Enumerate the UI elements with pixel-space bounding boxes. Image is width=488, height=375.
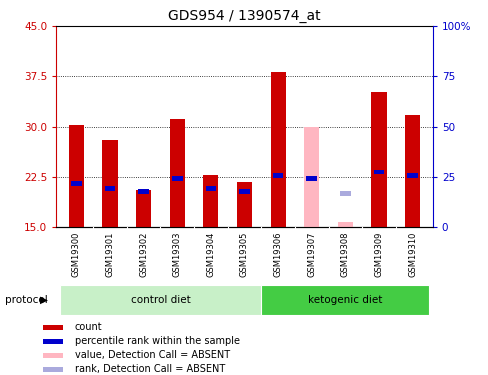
Text: GSM19309: GSM19309 [374, 231, 383, 277]
Text: ▶: ▶ [40, 295, 48, 305]
Text: GSM19302: GSM19302 [139, 231, 148, 277]
Text: GSM19304: GSM19304 [206, 231, 215, 277]
Bar [272, 173, 283, 178]
Text: count: count [75, 322, 102, 332]
Bar [136, 190, 151, 227]
Bar [102, 140, 117, 227]
Bar [371, 92, 386, 227]
Bar [172, 176, 182, 181]
Text: GSM19301: GSM19301 [105, 231, 114, 277]
Bar [237, 182, 251, 227]
Text: percentile rank within the sample: percentile rank within the sample [75, 336, 239, 346]
Bar [43, 325, 63, 330]
Bar [337, 222, 352, 227]
Text: GSM19305: GSM19305 [240, 231, 248, 277]
Text: GSM19303: GSM19303 [172, 231, 182, 277]
Bar [60, 285, 261, 315]
Bar [306, 176, 316, 181]
Text: protocol: protocol [5, 295, 47, 305]
Text: GSM19307: GSM19307 [306, 231, 316, 277]
Bar [104, 186, 115, 191]
Text: GDS954 / 1390574_at: GDS954 / 1390574_at [168, 9, 320, 23]
Text: GSM19306: GSM19306 [273, 231, 282, 277]
Bar [43, 339, 63, 344]
Bar [43, 352, 63, 358]
Text: GSM19310: GSM19310 [407, 231, 416, 277]
Text: GSM19300: GSM19300 [72, 231, 81, 277]
Bar [261, 285, 428, 315]
Bar [270, 72, 285, 227]
Bar [169, 118, 184, 227]
Bar [373, 170, 384, 174]
Bar [138, 189, 149, 194]
Bar [239, 189, 249, 194]
Bar [304, 127, 319, 227]
Text: value, Detection Call = ABSENT: value, Detection Call = ABSENT [75, 350, 229, 360]
Text: GSM19308: GSM19308 [340, 231, 349, 277]
Bar [43, 367, 63, 372]
Text: ketogenic diet: ketogenic diet [307, 295, 382, 305]
Bar [205, 186, 216, 191]
Bar [339, 191, 350, 196]
Bar [404, 114, 419, 227]
Text: control diet: control diet [130, 295, 190, 305]
Text: rank, Detection Call = ABSENT: rank, Detection Call = ABSENT [75, 364, 224, 374]
Bar [407, 173, 417, 178]
Bar [71, 181, 81, 186]
Bar [203, 175, 218, 227]
Bar [69, 125, 84, 227]
